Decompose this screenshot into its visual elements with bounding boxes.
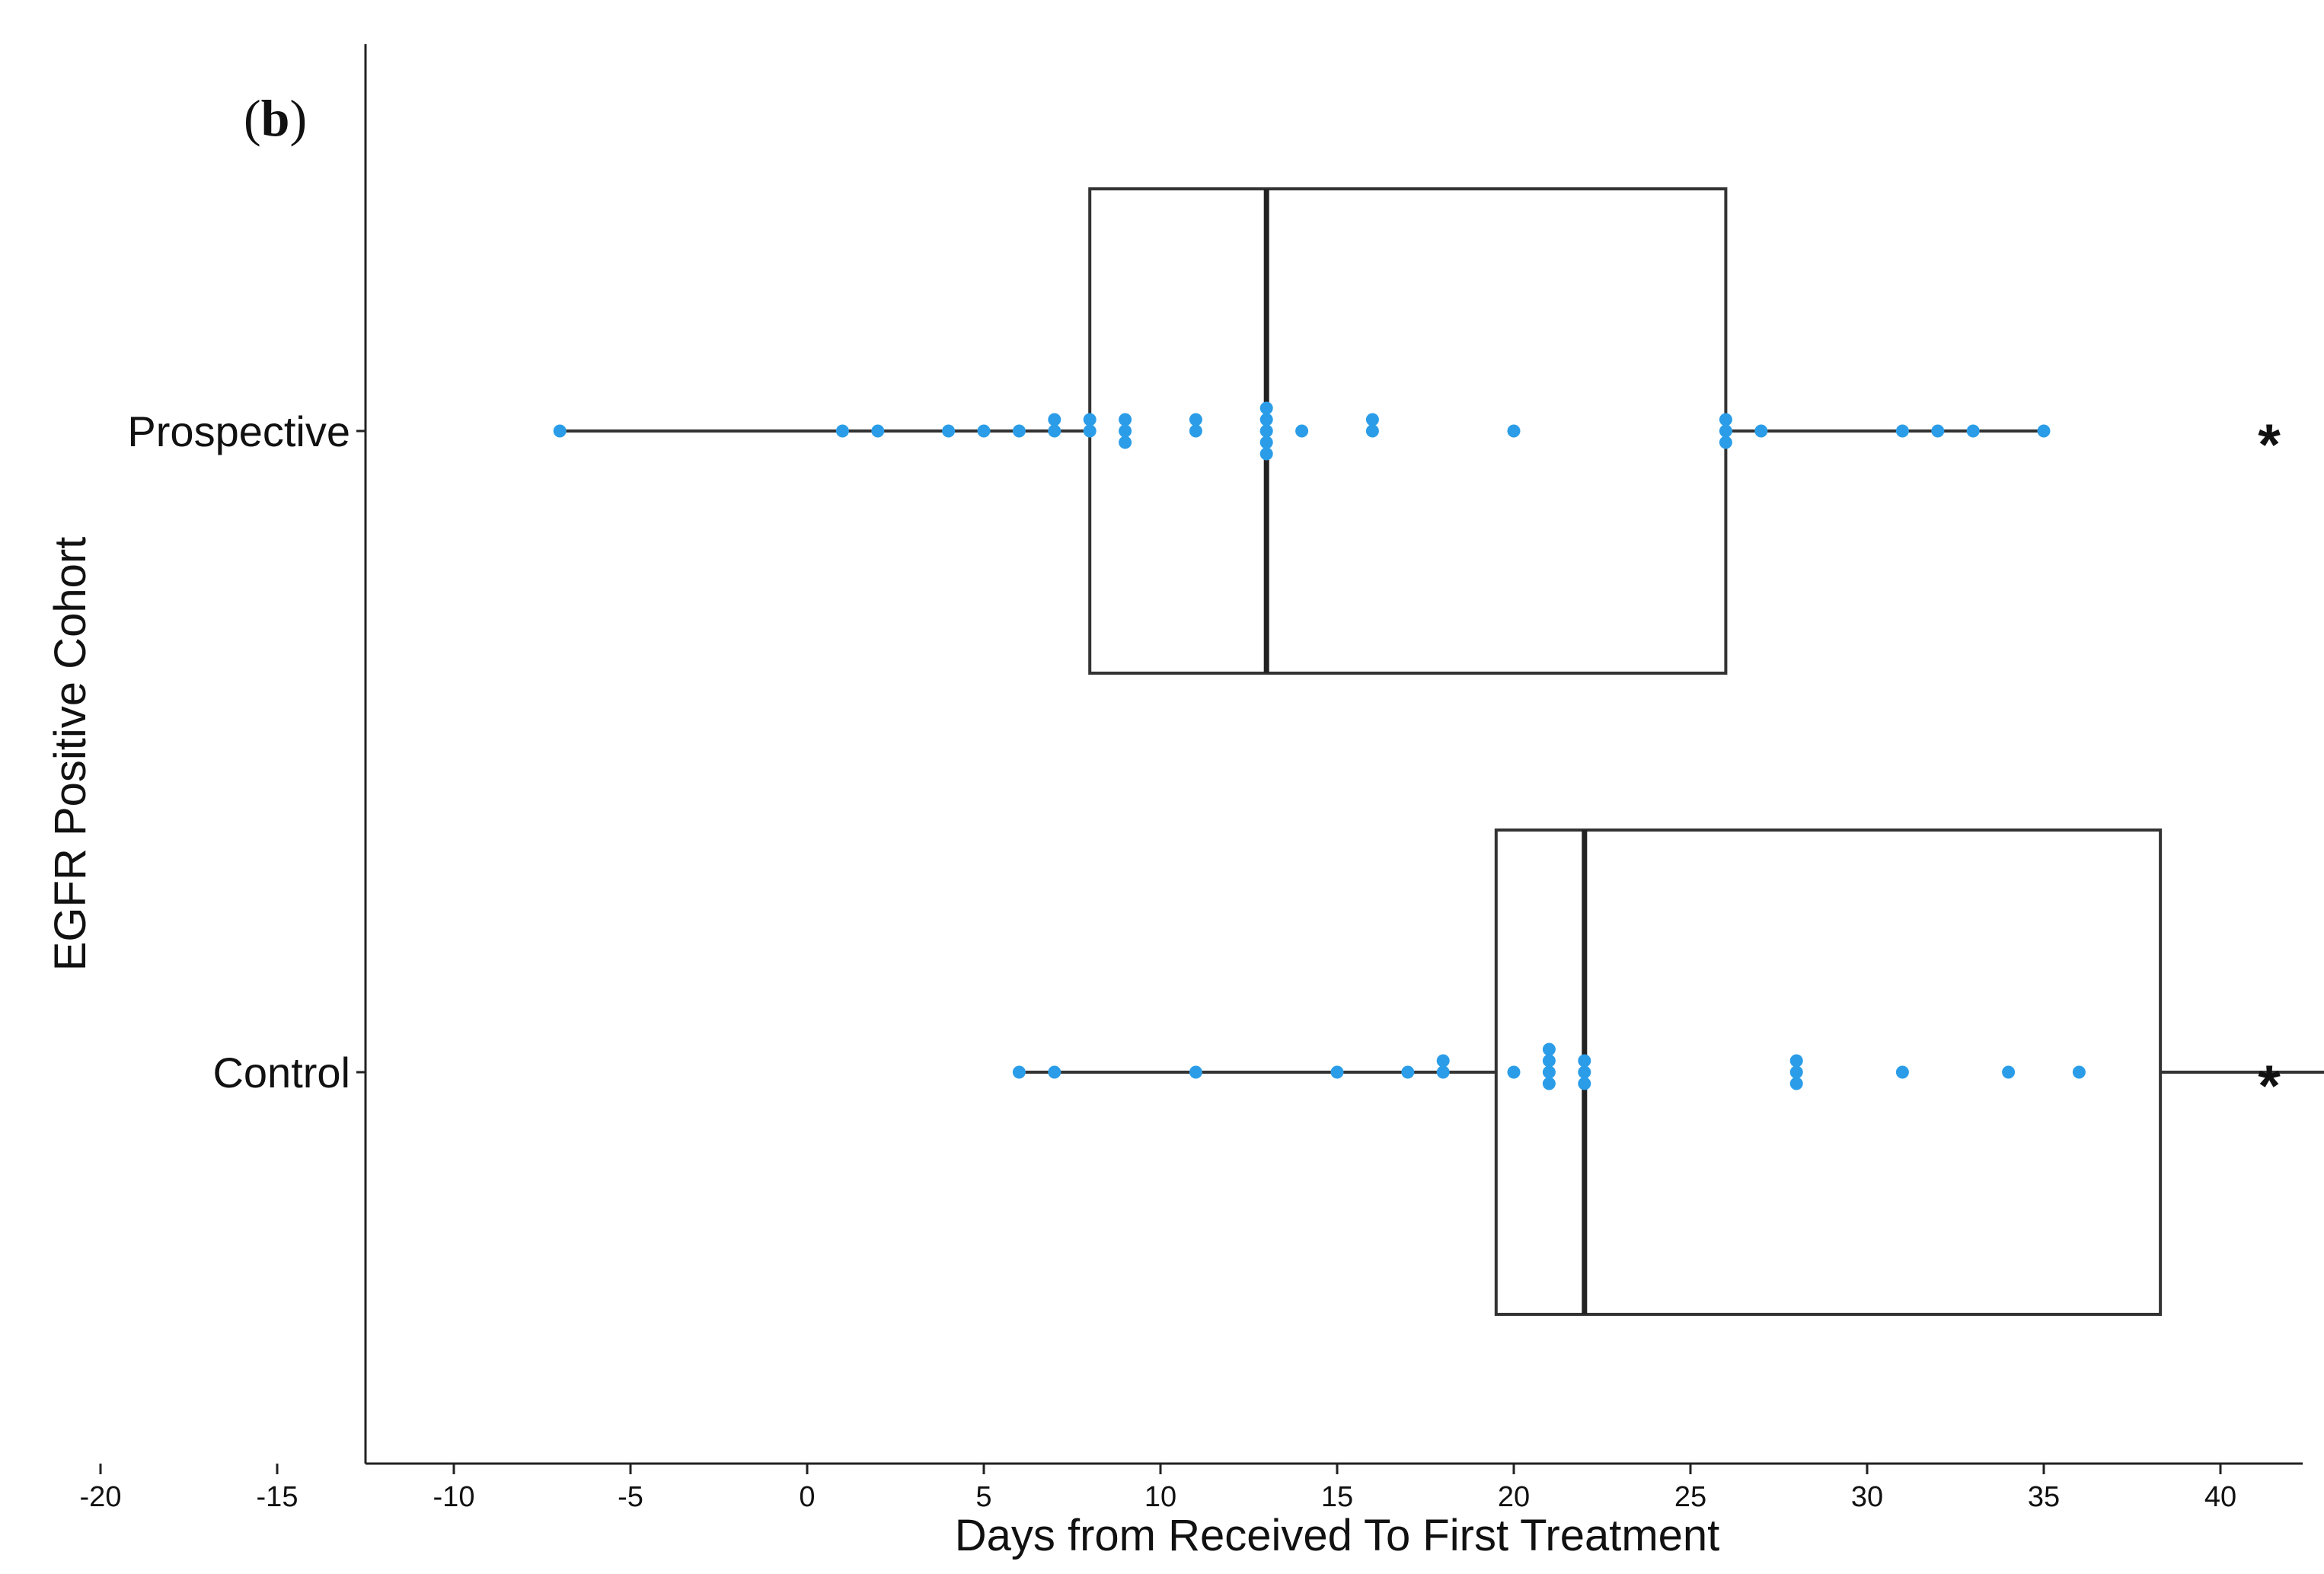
data-point [1578, 1065, 1591, 1079]
data-point [1542, 1054, 1556, 1068]
x-tick-label: 35 [2028, 1481, 2060, 1513]
data-point [2002, 1065, 2016, 1079]
data-points [553, 401, 2086, 1090]
data-point [1365, 424, 1379, 438]
x-ticks: -20-15-10-505101520253035404550556065707… [80, 1464, 2236, 1513]
data-point [1789, 1077, 1803, 1090]
data-point [1507, 1065, 1521, 1079]
panel-label: (b) [244, 89, 307, 147]
data-point [1119, 413, 1132, 426]
boxes [560, 187, 2324, 1316]
panel-label-text: (b) [244, 89, 307, 147]
data-point [1542, 1042, 1556, 1056]
x-tick-label: 0 [799, 1481, 815, 1513]
data-point [1295, 424, 1309, 438]
data-point [1048, 1065, 1061, 1079]
data-point [1048, 424, 1061, 438]
significance-marker: * [2258, 1054, 2281, 1119]
data-point [977, 424, 991, 438]
data-point [553, 424, 567, 438]
data-point [942, 424, 956, 438]
data-point [1931, 424, 1945, 438]
x-tick-label: 25 [1674, 1481, 1706, 1513]
data-point [1189, 424, 1202, 438]
data-point [1119, 436, 1132, 449]
data-point [1542, 1077, 1556, 1090]
data-point [1083, 424, 1097, 438]
data-point [1401, 1065, 1415, 1079]
x-tick-label: 30 [1851, 1481, 1883, 1513]
data-point [1719, 424, 1732, 438]
data-point [871, 424, 885, 438]
data-point [1719, 413, 1732, 426]
data-point [1259, 401, 1273, 415]
data-point [1012, 1065, 1026, 1079]
data-point [1578, 1054, 1591, 1068]
x-tick-label: -20 [80, 1481, 122, 1513]
panel-label-letter: b [261, 89, 290, 147]
x-tick-label: 10 [1144, 1481, 1176, 1513]
x-tick-label: -10 [433, 1481, 475, 1513]
data-point [1189, 1065, 1202, 1079]
data-point [1259, 447, 1273, 461]
data-point [1259, 436, 1273, 449]
data-point [1542, 1065, 1556, 1079]
data-point [1259, 424, 1273, 438]
data-point [1365, 413, 1379, 426]
category-label: Control [212, 1049, 350, 1097]
data-point [1789, 1065, 1803, 1079]
data-point [1048, 413, 1061, 426]
data-point [1578, 1077, 1591, 1090]
category-labels: Prospective Control [127, 407, 366, 1097]
y-axis-title: EGFR Positive Cohort [46, 537, 95, 972]
data-point [1966, 424, 1980, 438]
significance-markers: ** [2258, 413, 2281, 1119]
significance-marker: * [2258, 413, 2281, 477]
data-point [1754, 424, 1768, 438]
box [1494, 829, 2163, 1316]
data-point [1436, 1054, 1450, 1068]
data-point [1119, 424, 1132, 438]
data-point [1719, 436, 1732, 449]
data-point [1507, 424, 1521, 438]
x-tick-label: 15 [1321, 1481, 1353, 1513]
x-tick-label: 40 [2204, 1481, 2236, 1513]
data-point [1789, 1054, 1803, 1068]
x-tick-label: 5 [975, 1481, 991, 1513]
data-point [835, 424, 849, 438]
x-tick-label: -5 [618, 1481, 643, 1513]
data-point [1895, 424, 1909, 438]
data-point [1189, 413, 1202, 426]
box [1088, 187, 1728, 675]
data-point [1259, 413, 1273, 426]
data-point [1436, 1065, 1450, 1079]
x-tick-label: 20 [1498, 1481, 1530, 1513]
data-point [1083, 413, 1097, 426]
data-point [2072, 1065, 2086, 1079]
data-point [1895, 1065, 1909, 1079]
data-point [1330, 1065, 1344, 1079]
x-axis-title: Days from Received To First Treatment [955, 1511, 1720, 1560]
data-point [2037, 424, 2051, 438]
data-point [1012, 424, 1026, 438]
category-label: Prospective [127, 407, 350, 455]
x-tick-label: -15 [257, 1481, 298, 1513]
